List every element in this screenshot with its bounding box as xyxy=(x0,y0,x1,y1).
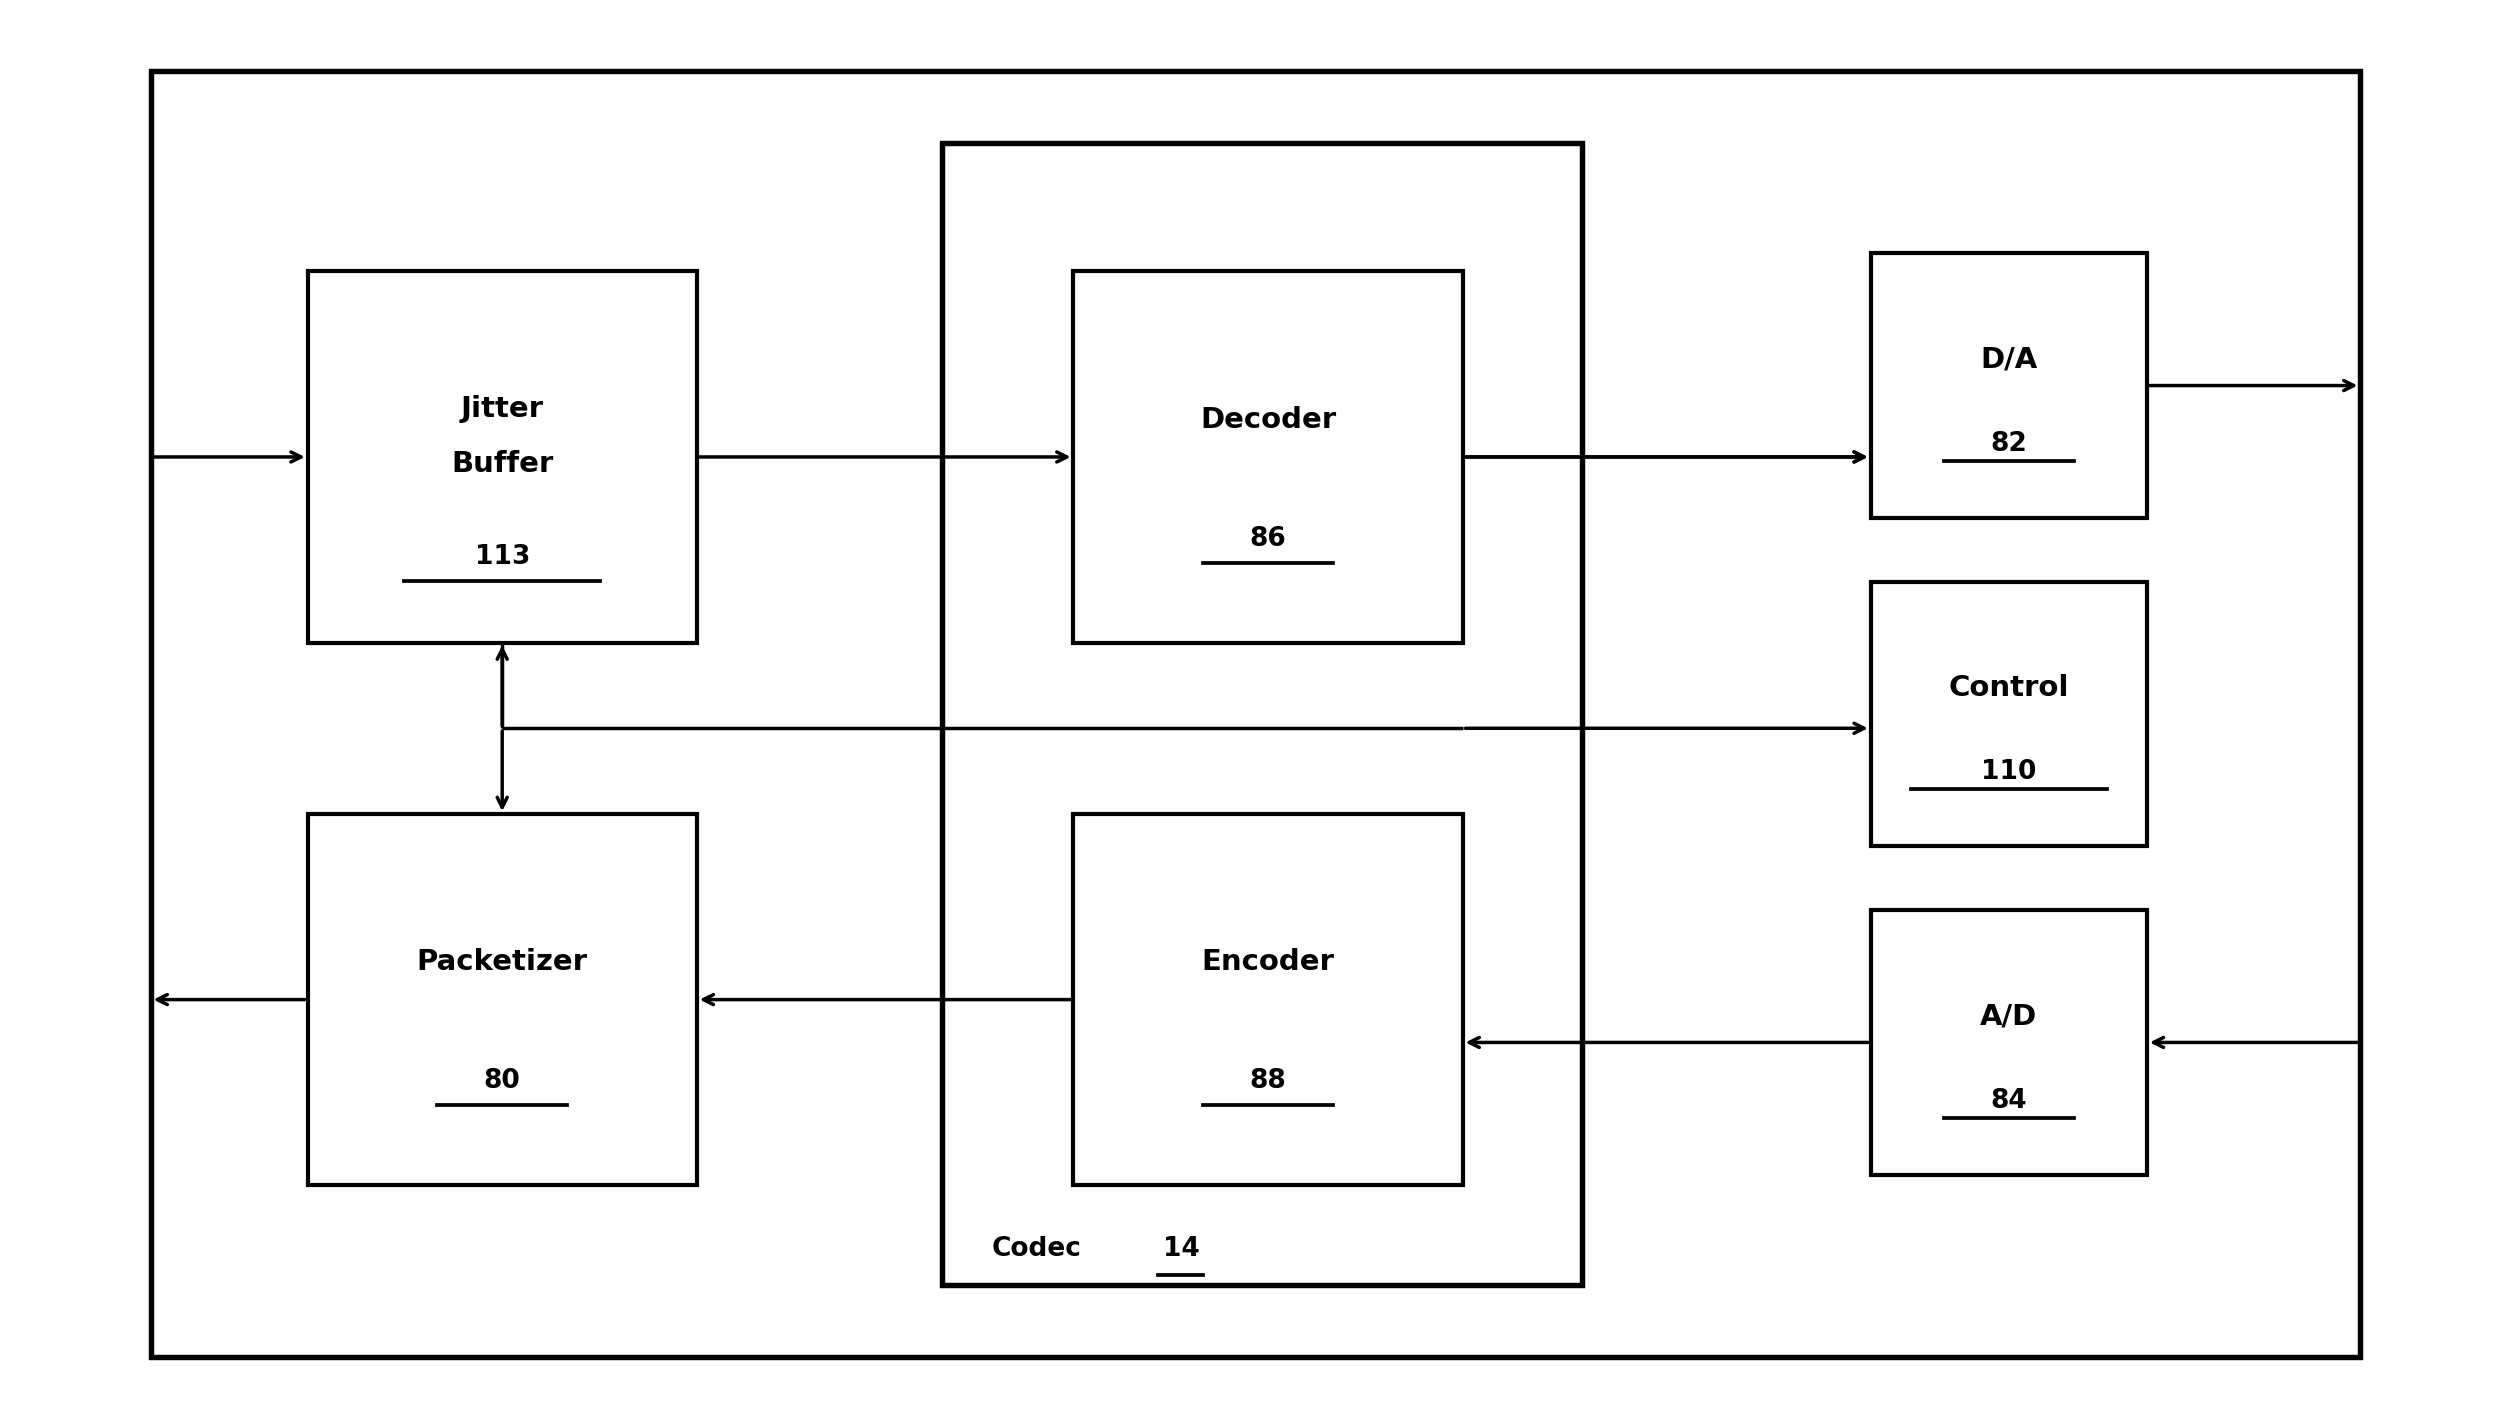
Bar xyxy=(1072,271,1461,643)
Text: A/D: A/D xyxy=(1981,1002,2036,1030)
Text: 88: 88 xyxy=(1250,1068,1286,1094)
Bar xyxy=(309,271,698,643)
Text: Encoder: Encoder xyxy=(1203,948,1333,977)
Bar xyxy=(1871,583,2147,845)
Text: Control: Control xyxy=(1949,674,2069,701)
Bar xyxy=(309,814,698,1185)
Bar xyxy=(151,71,2360,1357)
Bar xyxy=(1871,911,2147,1174)
Text: 110: 110 xyxy=(1981,760,2036,785)
Text: Decoder: Decoder xyxy=(1200,406,1336,434)
Text: D/A: D/A xyxy=(1981,346,2036,373)
Bar xyxy=(1072,814,1461,1185)
Text: Jitter: Jitter xyxy=(460,394,545,423)
Text: Packetizer: Packetizer xyxy=(417,948,588,977)
Text: 86: 86 xyxy=(1250,526,1286,551)
Bar xyxy=(1871,254,2147,518)
Text: 113: 113 xyxy=(475,544,530,570)
Text: 82: 82 xyxy=(1991,431,2026,457)
Text: Buffer: Buffer xyxy=(452,450,552,478)
Text: 80: 80 xyxy=(485,1068,520,1094)
Bar xyxy=(942,143,1582,1285)
Text: 84: 84 xyxy=(1991,1088,2026,1114)
Text: 14: 14 xyxy=(1163,1237,1200,1262)
Text: Codec: Codec xyxy=(992,1237,1082,1262)
